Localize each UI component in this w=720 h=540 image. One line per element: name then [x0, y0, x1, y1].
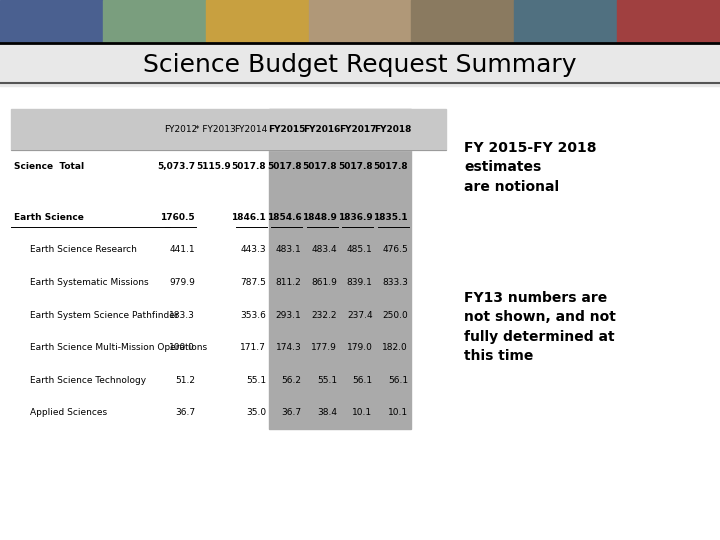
Text: 51.2: 51.2 [175, 376, 195, 385]
Text: Applied Sciences: Applied Sciences [30, 408, 107, 417]
Bar [411, 0, 514, 43]
Bar [103, 0, 206, 43]
Text: Science Budget Request Summary: Science Budget Request Summary [143, 53, 577, 77]
Text: Earth Science Research: Earth Science Research [30, 245, 136, 254]
Text: 38.4: 38.4 [317, 408, 337, 417]
Text: 476.5: 476.5 [382, 245, 408, 254]
Text: Earth Science Multi-Mission Operations: Earth Science Multi-Mission Operations [30, 343, 207, 352]
Text: 56.1: 56.1 [352, 376, 372, 385]
Text: 1854.6: 1854.6 [267, 213, 302, 221]
Text: FY13 numbers are
not shown, and not
fully determined at
this time: FY13 numbers are not shown, and not full… [464, 291, 616, 363]
Text: FY2018: FY2018 [374, 125, 412, 134]
Text: 232.2: 232.2 [312, 310, 337, 320]
Bar [0, 43, 720, 86]
Text: FY2014: FY2014 [235, 125, 268, 134]
Text: 1836.9: 1836.9 [338, 213, 372, 221]
Text: 174.3: 174.3 [276, 343, 302, 352]
Text: 787.5: 787.5 [240, 278, 266, 287]
Text: * FY2013: * FY2013 [195, 125, 236, 134]
Text: 979.9: 979.9 [169, 278, 195, 287]
Text: 1760.5: 1760.5 [161, 213, 195, 221]
Text: 353.6: 353.6 [240, 310, 266, 320]
Text: FY2015: FY2015 [268, 125, 305, 134]
Bar [514, 0, 617, 43]
Text: 10.1: 10.1 [388, 408, 408, 417]
Text: Earth Science: Earth Science [14, 213, 84, 221]
Text: 1835.1: 1835.1 [374, 213, 408, 221]
Text: 293.1: 293.1 [276, 310, 302, 320]
Text: 56.1: 56.1 [388, 376, 408, 385]
Text: FY2016: FY2016 [304, 125, 341, 134]
Text: 5,073.7: 5,073.7 [157, 162, 195, 171]
Bar [11, 109, 446, 150]
Text: 483.4: 483.4 [312, 245, 337, 254]
Bar [269, 109, 411, 429]
Text: 36.7: 36.7 [282, 408, 302, 417]
Text: 441.1: 441.1 [169, 245, 195, 254]
Text: 36.7: 36.7 [175, 408, 195, 417]
Text: 10.1: 10.1 [352, 408, 372, 417]
Text: 179.0: 179.0 [346, 343, 372, 352]
Text: 485.1: 485.1 [347, 245, 372, 254]
Text: 55.1: 55.1 [317, 376, 337, 385]
Text: 1848.9: 1848.9 [302, 213, 337, 221]
Text: 5017.8: 5017.8 [338, 162, 372, 171]
Text: 55.1: 55.1 [246, 376, 266, 385]
Text: 177.9: 177.9 [311, 343, 337, 352]
Text: 237.4: 237.4 [347, 310, 372, 320]
Text: FY 2015-FY 2018
estimates
are notional: FY 2015-FY 2018 estimates are notional [464, 141, 597, 194]
Text: 182.0: 182.0 [382, 343, 408, 352]
Text: 250.0: 250.0 [382, 310, 408, 320]
Text: 1846.1: 1846.1 [231, 213, 266, 221]
Text: 5017.8: 5017.8 [302, 162, 337, 171]
Text: 171.7: 171.7 [240, 343, 266, 352]
Bar [206, 0, 309, 43]
Text: 5017.8: 5017.8 [231, 162, 266, 171]
Text: FY2012: FY2012 [163, 125, 197, 134]
Text: 56.2: 56.2 [282, 376, 302, 385]
Text: 811.2: 811.2 [276, 278, 302, 287]
Text: 5115.9: 5115.9 [196, 162, 230, 171]
Text: 833.3: 833.3 [382, 278, 408, 287]
Bar [617, 0, 720, 43]
Bar [309, 0, 411, 43]
Bar [0, 0, 103, 43]
Text: 861.9: 861.9 [311, 278, 337, 287]
Text: 35.0: 35.0 [246, 408, 266, 417]
Text: Science  Total: Science Total [14, 162, 84, 171]
Text: FY2017: FY2017 [339, 125, 377, 134]
Text: 443.3: 443.3 [240, 245, 266, 254]
Text: Earth Science Technology: Earth Science Technology [30, 376, 145, 385]
Text: 483.1: 483.1 [276, 245, 302, 254]
Text: 839.1: 839.1 [346, 278, 372, 287]
Text: 5017.8: 5017.8 [267, 162, 302, 171]
Text: Earth Systematic Missions: Earth Systematic Missions [30, 278, 148, 287]
Text: 100.0: 100.0 [169, 343, 195, 352]
Text: Earth System Science Pathfinder: Earth System Science Pathfinder [30, 310, 178, 320]
Text: 183.3: 183.3 [169, 310, 195, 320]
Text: 5017.8: 5017.8 [374, 162, 408, 171]
